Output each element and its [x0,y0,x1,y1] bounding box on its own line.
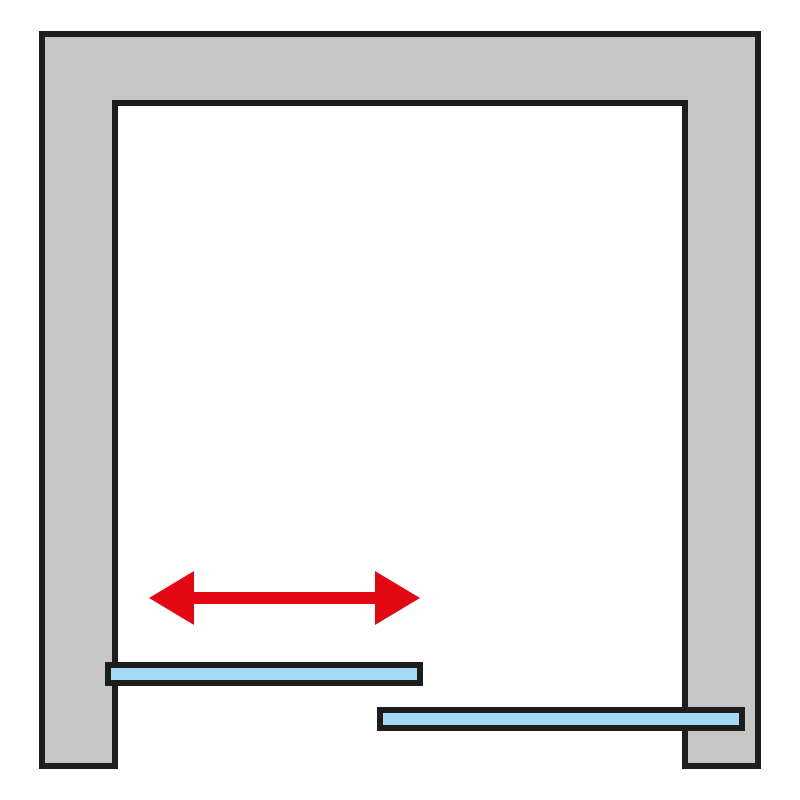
enclosure-frame [42,34,758,766]
left-panel [108,665,420,683]
right-panel [380,710,742,728]
slide-direction-arrow [149,571,420,625]
sliding-door-diagram [0,0,800,800]
